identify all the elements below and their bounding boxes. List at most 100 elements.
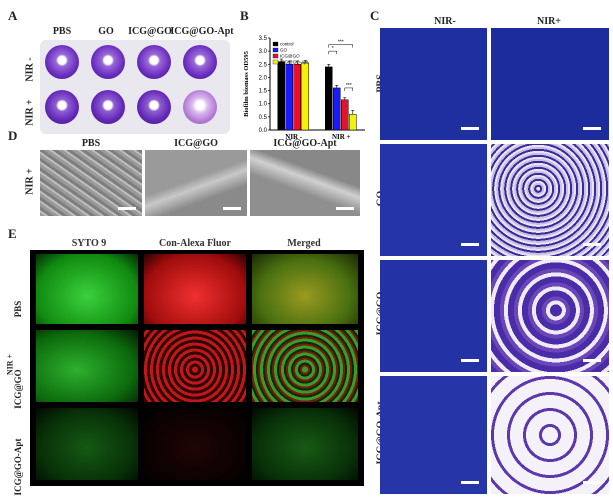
y-tick-label: 1.5 [259,89,268,95]
well [91,45,125,79]
legend-label: ICG@GO-Apt [280,60,309,65]
micro-pbs-nirminus [380,28,487,140]
panel-d-col-icggo: ICG@GO [174,138,218,149]
panel-e-col-syto9: SYTO 9 [71,238,107,249]
panel-d-col-pbs: PBS [81,138,101,149]
micro-icggoapt-nirminus [380,376,487,494]
confocal-pbs-conalexa [144,254,246,324]
scale-bar [461,127,479,130]
confocal-icggo-conalexa [144,330,246,402]
legend-swatch [272,47,279,53]
y-tick-label: 3.0 [259,49,268,55]
sem-image-icggoapt [250,150,360,216]
sem-image-icggo [145,150,247,216]
micro-pbs-nirplus [491,28,609,140]
well [137,45,171,79]
bar [325,66,333,131]
panel-c-col-nirplus: NIR+ [536,16,562,27]
significance-bracket [344,87,353,91]
bar [301,62,309,131]
x-category-label: NIR + [332,133,351,141]
legend-label: ICG@GO [280,54,300,59]
micro-icggoapt-nirplus [491,376,609,494]
scale-bar [461,481,479,484]
panel-e-label: E [8,226,17,241]
y-tick-label: 2.5 [259,62,268,68]
panel-e-group: NIR + [5,353,15,376]
micro-grid: PBS GO ICG@GO ICG@GO-Apt [370,28,613,498]
significance-bracket [328,44,353,48]
panel-a-col-icggo: ICG@GO [128,26,172,37]
scale-bar [583,243,601,246]
y-tick-label: 0.0 [259,128,268,134]
confocal-icggo-merged [252,330,358,402]
panel-d-col-icggoapt: ICG@GO-Apt [273,138,337,149]
panel-a-col-go: GO [98,26,114,37]
panel-c-label: C [370,8,380,23]
panel-e-row-icggoapt: ICG@GO-Apt [13,438,23,496]
confocal-icggoapt-syto9 [36,408,138,480]
confocal-icggoapt-conalexa [144,408,246,480]
bar [285,64,293,131]
y-axis-label: Biofilm biomass OD595 [243,50,250,116]
y-tick-label: 3.5 [259,36,268,42]
bar [333,87,341,131]
panel-e-col-merged: Merged [287,238,321,249]
y-tick-label: 0.5 [259,115,268,121]
panel-b-label: B [240,8,249,23]
well [137,90,171,124]
well [45,90,79,124]
bar [293,64,301,131]
panel-e-row-icggo: ICG@GO [13,369,23,409]
y-tick-label: 1.0 [259,102,268,108]
well [45,45,79,79]
scale-bar [583,359,601,362]
panel-a-col-pbs: PBS [52,26,72,37]
panel-a-col-icggoapt: ICG@GO-Apt [170,26,234,37]
panel-a-row-nirminus: NIR - [24,57,36,82]
y-tick-label: 2.0 [259,75,268,81]
sem-image-pbs [40,150,142,216]
confocal-pbs-merged [252,254,358,324]
micro-go-nirplus [491,144,609,256]
panel-d-label: D [8,128,18,143]
scale-bar [461,243,479,246]
bar [277,61,285,131]
significance-bracket [328,50,337,55]
well [183,45,217,79]
legend-swatch [272,59,279,65]
scale-bar [583,481,601,484]
confocal-grid [30,250,364,486]
scale-bar [461,359,479,362]
confocal-icggoapt-merged [252,408,358,480]
scale-bar [223,207,241,210]
panel-d-row: NIR + [24,168,36,195]
bar [349,113,357,131]
micro-icggo-nirminus [380,260,487,372]
significance-mark: *** [346,83,352,89]
legend-swatch [272,41,279,47]
panel-a-label: A [8,8,18,23]
bar-chart: 0.0 0.5 1.0 1.5 2.0 2.5 3.0 3.5 Biofilm biomass … [243,36,365,141]
well [91,90,125,124]
panel-a-row-nirplus: NIR + [24,99,36,126]
legend-swatch [272,53,279,59]
well [183,90,217,124]
micro-go-nirminus [380,144,487,256]
bar [341,99,349,131]
confocal-icggo-syto9 [36,330,138,402]
panel-e-col-conalexa: Con-Alexa Fluor [159,238,231,249]
well-plate [40,40,230,134]
significance-mark: *** [338,40,344,46]
scale-bar [118,207,136,210]
confocal-pbs-syto9 [36,254,138,324]
significance-mark: * [332,46,334,52]
panel-e-row-pbs: PBS [13,300,23,318]
legend-label: control [280,42,294,47]
legend-label: GO [280,48,288,53]
scale-bar [336,207,354,210]
x-category-label: NIR - [285,133,303,141]
panel-c-col-nirminus: NIR- [434,16,456,27]
scale-bar [583,127,601,130]
